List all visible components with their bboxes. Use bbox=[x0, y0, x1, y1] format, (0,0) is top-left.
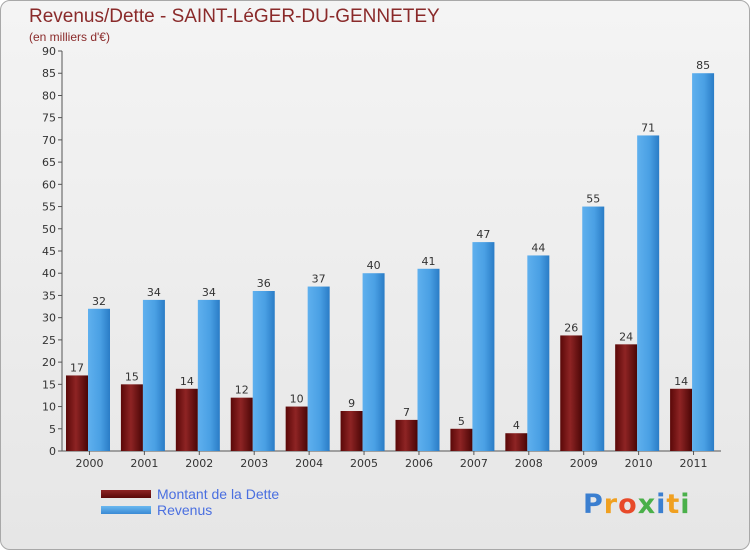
y-tick-label: 60 bbox=[42, 178, 56, 191]
data-label: 5 bbox=[458, 415, 465, 428]
logo-letter: r bbox=[603, 489, 619, 520]
bar-revenus bbox=[362, 273, 385, 451]
data-label: 44 bbox=[531, 241, 545, 254]
data-label: 36 bbox=[257, 277, 271, 290]
x-tick-label: 2006 bbox=[405, 457, 433, 470]
logo-letter: x bbox=[637, 489, 657, 520]
data-label: 15 bbox=[125, 370, 139, 383]
y-tick-label: 0 bbox=[49, 445, 56, 458]
bar-revenus bbox=[417, 268, 440, 451]
data-label: 7 bbox=[403, 406, 410, 419]
bar-revenus bbox=[252, 291, 275, 451]
data-label: 55 bbox=[586, 193, 600, 206]
data-label: 24 bbox=[619, 330, 633, 343]
y-tick-label: 65 bbox=[42, 156, 56, 169]
data-label: 26 bbox=[564, 321, 578, 334]
data-label: 37 bbox=[312, 273, 326, 286]
bar-dette bbox=[670, 388, 693, 451]
y-tick-label: 80 bbox=[42, 89, 56, 102]
bar-dette bbox=[340, 411, 363, 451]
y-tick-label: 10 bbox=[42, 401, 56, 414]
data-label: 85 bbox=[696, 59, 710, 72]
data-label: 14 bbox=[674, 375, 688, 388]
y-tick-label: 5 bbox=[49, 423, 56, 436]
bar-revenus bbox=[307, 286, 330, 451]
bar-dette bbox=[615, 344, 638, 451]
data-labels: 1732153414341236103794074154744426552471… bbox=[70, 59, 710, 432]
chart-subtitle: (en milliers d'€) bbox=[29, 30, 110, 44]
bars bbox=[66, 73, 715, 451]
y-tick-label: 50 bbox=[42, 223, 56, 236]
y-tick-label: 20 bbox=[42, 356, 56, 369]
x-tick-label: 2004 bbox=[295, 457, 323, 470]
legend-swatch-revenus bbox=[101, 506, 151, 514]
data-label: 34 bbox=[147, 286, 161, 299]
legend-label-revenus: Revenus bbox=[157, 502, 213, 518]
x-tick-label: 2003 bbox=[240, 457, 268, 470]
x-tick-label: 2002 bbox=[185, 457, 213, 470]
data-label: 32 bbox=[92, 295, 106, 308]
y-tick-label: 55 bbox=[42, 201, 56, 214]
data-label: 34 bbox=[202, 286, 216, 299]
legend-swatch-debt bbox=[101, 490, 151, 498]
bar-dette bbox=[505, 433, 528, 451]
bar-revenus bbox=[88, 308, 110, 451]
bar-dette bbox=[66, 375, 88, 451]
x-tick-label: 2000 bbox=[75, 457, 103, 470]
data-label: 4 bbox=[513, 419, 520, 432]
y-tick-label: 15 bbox=[42, 378, 56, 391]
y-tick-label: 40 bbox=[42, 267, 56, 280]
chart-title: Revenus/Dette - SAINT-LéGER-DU-GENNETEY bbox=[29, 6, 440, 27]
bar-revenus bbox=[692, 73, 715, 451]
y-tick-label: 85 bbox=[42, 67, 56, 80]
x-tick-label: 2005 bbox=[350, 457, 378, 470]
y-tick-label: 90 bbox=[42, 45, 56, 58]
proxiti-logo: Proxiti bbox=[583, 489, 691, 520]
data-label: 12 bbox=[235, 384, 249, 397]
bar-revenus bbox=[142, 299, 165, 451]
bar-revenus bbox=[197, 299, 220, 451]
x-tick-label: 2001 bbox=[130, 457, 158, 470]
y-tick-label: 45 bbox=[42, 245, 56, 258]
bar-revenus bbox=[582, 206, 605, 451]
x-tick-label: 2010 bbox=[625, 457, 653, 470]
legend-label-debt: Montant de la Dette bbox=[157, 486, 280, 502]
y-tick-label: 25 bbox=[42, 334, 56, 347]
x-tick-label: 2007 bbox=[460, 457, 488, 470]
axes: 0510152025303540455055606570758085902000… bbox=[42, 45, 721, 470]
x-tick-label: 2008 bbox=[515, 457, 543, 470]
y-tick-label: 35 bbox=[42, 289, 56, 302]
bar-revenus bbox=[637, 135, 660, 451]
data-label: 14 bbox=[180, 375, 194, 388]
bar-dette bbox=[175, 388, 198, 451]
bar-revenus bbox=[472, 242, 495, 451]
bar-dette bbox=[285, 406, 308, 451]
bar-dette bbox=[560, 335, 583, 451]
x-tick-label: 2009 bbox=[570, 457, 598, 470]
logo-letter: o bbox=[618, 489, 638, 520]
bar-dette bbox=[450, 428, 473, 451]
data-label: 71 bbox=[641, 121, 655, 134]
bar-dette bbox=[120, 384, 143, 451]
logo-letter: P bbox=[583, 489, 604, 520]
bar-dette bbox=[230, 397, 253, 451]
y-tick-label: 30 bbox=[42, 312, 56, 325]
data-label: 47 bbox=[476, 228, 490, 241]
logo-letter: t bbox=[666, 489, 681, 520]
bar-dette bbox=[395, 419, 418, 451]
y-tick-label: 70 bbox=[42, 134, 56, 147]
data-label: 41 bbox=[422, 255, 436, 268]
data-label: 17 bbox=[70, 361, 84, 374]
bar-revenus bbox=[527, 255, 550, 451]
data-label: 9 bbox=[348, 397, 355, 410]
y-tick-label: 75 bbox=[42, 112, 56, 125]
logo-letter: i bbox=[656, 489, 667, 520]
data-label: 10 bbox=[290, 393, 304, 406]
data-label: 40 bbox=[367, 259, 381, 272]
logo-letter: i bbox=[680, 489, 691, 520]
x-tick-label: 2011 bbox=[680, 457, 708, 470]
